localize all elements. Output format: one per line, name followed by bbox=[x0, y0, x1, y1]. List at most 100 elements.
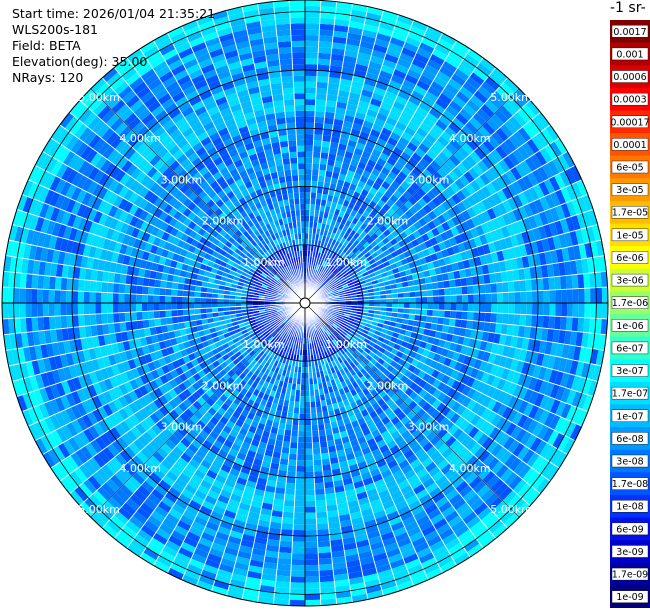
backscatter-cell bbox=[441, 88, 456, 101]
backscatter-cell bbox=[441, 211, 452, 222]
backscatter-cell bbox=[353, 480, 365, 489]
backscatter-cell bbox=[366, 488, 379, 497]
backscatter-cell bbox=[480, 371, 490, 384]
backscatter-cell bbox=[350, 420, 360, 429]
backscatter-cell bbox=[432, 217, 442, 228]
backscatter-cell bbox=[251, 324, 259, 330]
backscatter-cell bbox=[326, 434, 335, 442]
backscatter-cell bbox=[477, 85, 493, 100]
backscatter-cell bbox=[88, 371, 99, 385]
backscatter-cell bbox=[277, 398, 285, 406]
backscatter-cell bbox=[319, 569, 334, 577]
backscatter-cell bbox=[118, 293, 125, 303]
backscatter-cell bbox=[290, 436, 298, 443]
backscatter-cell bbox=[359, 502, 372, 512]
backscatter-cell bbox=[155, 349, 164, 360]
backscatter-cell bbox=[266, 313, 273, 318]
backscatter-cell bbox=[343, 55, 358, 64]
backscatter-cell bbox=[361, 29, 378, 39]
backscatter-cell bbox=[262, 567, 277, 576]
backscatter-cell bbox=[305, 588, 321, 595]
backscatter-cell bbox=[238, 471, 250, 481]
backscatter-cell bbox=[533, 213, 544, 228]
backscatter-cell bbox=[506, 97, 522, 112]
backscatter-cell bbox=[65, 407, 77, 422]
backscatter-cell bbox=[347, 331, 354, 338]
backscatter-cell bbox=[42, 303, 49, 317]
backscatter-cell bbox=[341, 411, 349, 420]
backscatter-cell bbox=[481, 510, 496, 525]
backscatter-cell bbox=[187, 478, 201, 490]
backscatter-cell bbox=[256, 525, 270, 534]
backscatter-cell bbox=[407, 424, 419, 435]
backscatter-cell bbox=[153, 435, 165, 448]
backscatter-cell bbox=[326, 404, 334, 412]
backscatter-cell bbox=[453, 40, 470, 54]
backscatter-cell bbox=[403, 308, 410, 314]
backscatter-cell bbox=[244, 417, 253, 426]
backscatter-cell bbox=[324, 255, 329, 262]
backscatter-cell bbox=[261, 328, 268, 334]
backscatter-cell bbox=[61, 328, 69, 342]
backscatter-cell bbox=[474, 417, 486, 430]
backscatter-cell bbox=[404, 521, 419, 532]
backscatter-cell bbox=[308, 227, 313, 234]
backscatter-cell bbox=[486, 195, 498, 208]
backscatter-cell bbox=[341, 471, 352, 480]
backscatter-cell bbox=[512, 442, 525, 458]
backscatter-cell bbox=[114, 470, 128, 485]
backscatter-cell bbox=[441, 221, 451, 232]
backscatter-cell bbox=[437, 555, 454, 568]
backscatter-cell bbox=[242, 460, 253, 470]
backscatter-cell bbox=[235, 331, 243, 338]
backscatter-cell bbox=[183, 340, 191, 349]
backscatter-cell bbox=[326, 256, 332, 263]
backscatter-cell bbox=[196, 542, 211, 554]
backscatter-cell bbox=[470, 266, 478, 277]
backscatter-cell bbox=[293, 407, 300, 414]
backscatter-cell bbox=[182, 355, 191, 364]
backscatter-cell bbox=[46, 248, 55, 263]
backscatter-cell bbox=[163, 402, 174, 413]
backscatter-cell bbox=[407, 171, 419, 182]
backscatter-cell bbox=[144, 519, 159, 533]
backscatter-cell bbox=[402, 406, 413, 416]
backscatter-cell bbox=[359, 280, 366, 285]
backscatter-cell bbox=[108, 413, 120, 427]
backscatter-cell bbox=[235, 361, 244, 369]
backscatter-cell bbox=[577, 317, 585, 333]
backscatter-cell bbox=[510, 358, 519, 372]
backscatter-cell bbox=[105, 478, 120, 493]
backscatter-cell bbox=[406, 453, 418, 465]
backscatter-cell bbox=[375, 515, 389, 525]
backscatter-cell bbox=[346, 241, 353, 249]
backscatter-cell bbox=[133, 387, 144, 400]
backscatter-cell bbox=[201, 281, 209, 288]
backscatter-cell bbox=[449, 412, 461, 424]
backscatter-cell bbox=[278, 312, 285, 317]
backscatter-cell bbox=[512, 479, 527, 494]
backscatter-cell bbox=[295, 389, 301, 397]
backscatter-cell bbox=[561, 303, 568, 317]
backscatter-cell bbox=[97, 393, 108, 407]
backscatter-cell bbox=[476, 392, 487, 405]
backscatter-cell bbox=[426, 309, 433, 317]
backscatter-cell bbox=[441, 505, 456, 518]
backscatter-cell bbox=[152, 359, 162, 370]
backscatter-cell bbox=[270, 515, 283, 524]
backscatter-cell bbox=[318, 169, 326, 177]
backscatter-cell bbox=[305, 46, 319, 53]
backscatter-cell bbox=[413, 509, 428, 522]
backscatter-cell bbox=[305, 419, 312, 426]
backscatter-cell bbox=[45, 432, 58, 449]
backscatter-cell bbox=[535, 352, 545, 367]
backscatter-cell bbox=[194, 308, 201, 315]
backscatter-cell bbox=[349, 86, 363, 95]
backscatter-cell bbox=[263, 406, 271, 414]
backscatter-cell bbox=[417, 327, 425, 335]
backscatter-cell bbox=[455, 286, 463, 296]
backscatter-cell bbox=[395, 95, 409, 106]
backscatter-cell bbox=[450, 45, 467, 59]
backscatter-cell bbox=[343, 239, 350, 247]
backscatter-cell bbox=[89, 314, 97, 326]
